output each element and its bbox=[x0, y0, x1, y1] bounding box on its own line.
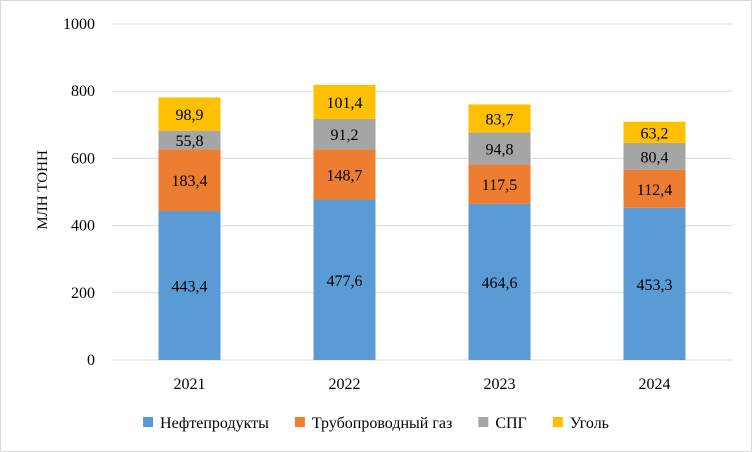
data-label: 63,2 bbox=[641, 125, 669, 142]
data-label: 464,6 bbox=[482, 275, 518, 292]
bar-segment bbox=[313, 149, 376, 200]
bar-segment bbox=[158, 97, 221, 131]
bar-segment bbox=[158, 130, 221, 150]
legend-label: Уголь bbox=[570, 415, 609, 432]
data-label: 91,2 bbox=[331, 127, 359, 144]
y-axis-title: МЛН ТОНН bbox=[35, 150, 51, 230]
bar-segment bbox=[623, 207, 686, 360]
bar-segment bbox=[468, 104, 531, 133]
x-tick-label: 2024 bbox=[639, 376, 671, 393]
bars bbox=[158, 84, 686, 360]
y-tick-label: 0 bbox=[87, 352, 95, 369]
bar-segment bbox=[313, 84, 376, 119]
legend-item: Нефтепродукты bbox=[143, 415, 269, 432]
legend-swatch bbox=[552, 417, 563, 427]
bar-segment bbox=[623, 169, 686, 208]
data-label: 148,7 bbox=[327, 168, 363, 185]
data-label: 477,6 bbox=[327, 273, 363, 290]
data-label: 98,9 bbox=[176, 107, 204, 124]
y-tick-label: 1000 bbox=[63, 16, 95, 33]
bar-segment bbox=[468, 164, 531, 204]
x-axis-ticks: 2021 2022 2023 2024 bbox=[174, 376, 671, 393]
data-label: 117,5 bbox=[482, 177, 517, 194]
y-tick-label: 600 bbox=[71, 150, 95, 167]
data-label: 112,4 bbox=[637, 182, 672, 199]
legend-swatch bbox=[478, 417, 489, 427]
bar-segment bbox=[158, 211, 221, 360]
legend-label: Нефтепродукты bbox=[160, 415, 269, 432]
bar-segment bbox=[313, 118, 376, 150]
bar-segment bbox=[468, 203, 531, 360]
y-tick-label: 400 bbox=[71, 218, 95, 235]
legend-item: СПГ bbox=[478, 415, 527, 432]
data-label: 80,4 bbox=[641, 149, 669, 166]
x-tick-label: 2021 bbox=[174, 376, 206, 393]
legend-swatch bbox=[294, 417, 305, 427]
legend-item: Уголь bbox=[552, 415, 609, 432]
x-tick-label: 2022 bbox=[329, 376, 361, 393]
x-tick-label: 2023 bbox=[484, 376, 516, 393]
legend-item: Трубопроводный газ bbox=[294, 415, 452, 432]
y-tick-label: 800 bbox=[71, 83, 95, 100]
bar-segment bbox=[623, 142, 686, 170]
data-label: 94,8 bbox=[486, 141, 514, 158]
bar-segment bbox=[623, 121, 686, 143]
y-tick-label: 200 bbox=[71, 285, 95, 302]
y-axis-ticks: 0 200 400 600 800 1000 bbox=[63, 16, 95, 369]
data-label: 443,4 bbox=[172, 279, 208, 296]
legend-swatch bbox=[143, 417, 154, 427]
data-label: 83,7 bbox=[486, 112, 514, 129]
bar-segment bbox=[313, 199, 376, 360]
data-label: 101,4 bbox=[327, 95, 363, 112]
legend-label: СПГ bbox=[495, 415, 526, 432]
data-label: 183,4 bbox=[172, 173, 208, 190]
data-labels: 443,4 183,4 55,8 98,9 477,6 148,7 91,2 101,4 464… bbox=[172, 95, 673, 296]
bar-segment bbox=[158, 149, 221, 212]
data-label: 453,3 bbox=[637, 277, 673, 294]
bar-segment bbox=[468, 132, 531, 165]
legend-label: Трубопроводный газ bbox=[312, 415, 452, 432]
data-label: 55,8 bbox=[176, 133, 204, 150]
legend: Нефтепродукты Трубопроводный газ СПГ Уголь bbox=[143, 415, 609, 432]
